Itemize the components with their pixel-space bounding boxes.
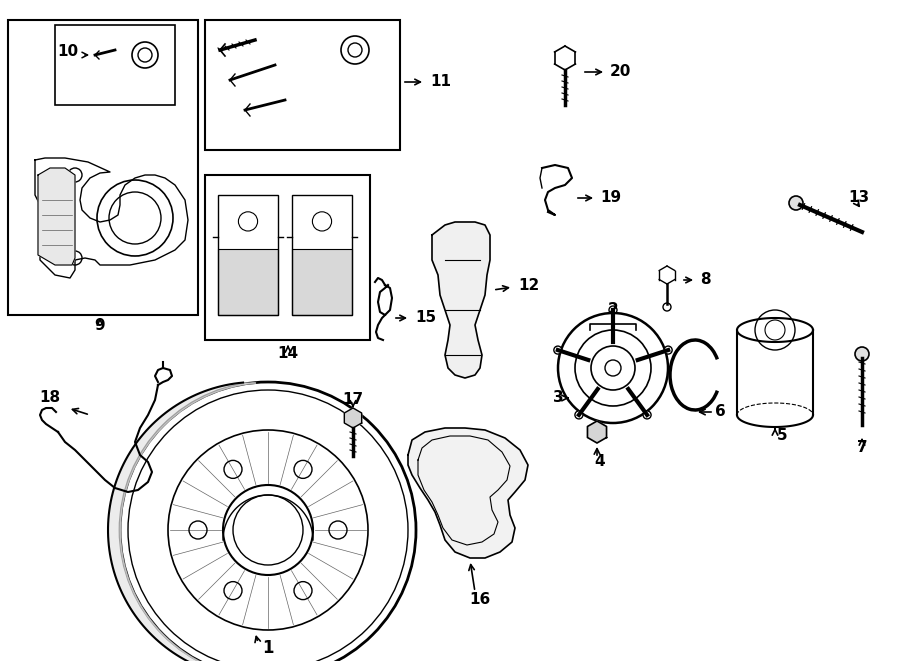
- Bar: [218, 249, 278, 315]
- Text: 4: 4: [595, 455, 606, 469]
- Text: 3: 3: [553, 391, 563, 405]
- Text: 5: 5: [777, 428, 788, 442]
- Circle shape: [789, 196, 803, 210]
- Text: 14: 14: [277, 346, 299, 360]
- Text: 7: 7: [857, 440, 868, 455]
- Polygon shape: [38, 168, 75, 265]
- Text: 8: 8: [700, 272, 711, 288]
- Circle shape: [644, 411, 651, 419]
- Circle shape: [575, 411, 583, 419]
- Circle shape: [855, 347, 869, 361]
- Text: 17: 17: [342, 393, 364, 407]
- Bar: [205, 20, 400, 150]
- Bar: [205, 175, 370, 340]
- Circle shape: [664, 346, 672, 354]
- Bar: [218, 195, 278, 315]
- Polygon shape: [345, 408, 362, 428]
- Bar: [55, 25, 175, 105]
- Text: 20: 20: [610, 65, 632, 79]
- Text: 16: 16: [470, 592, 490, 607]
- Text: 13: 13: [848, 190, 869, 206]
- Bar: [292, 249, 352, 315]
- Bar: [8, 20, 198, 315]
- Polygon shape: [408, 428, 528, 558]
- Circle shape: [609, 306, 617, 314]
- Text: 6: 6: [715, 405, 725, 420]
- Polygon shape: [432, 222, 490, 378]
- Text: 9: 9: [94, 317, 105, 332]
- Text: 15: 15: [415, 311, 436, 325]
- Text: 10: 10: [58, 44, 78, 59]
- Text: 11: 11: [430, 75, 451, 89]
- Polygon shape: [588, 421, 607, 443]
- Circle shape: [554, 346, 562, 354]
- Text: 19: 19: [600, 190, 621, 206]
- Text: 12: 12: [518, 278, 539, 293]
- Bar: [292, 195, 352, 315]
- Text: 2: 2: [608, 303, 618, 317]
- Text: 1: 1: [262, 639, 274, 657]
- Text: 18: 18: [40, 391, 60, 405]
